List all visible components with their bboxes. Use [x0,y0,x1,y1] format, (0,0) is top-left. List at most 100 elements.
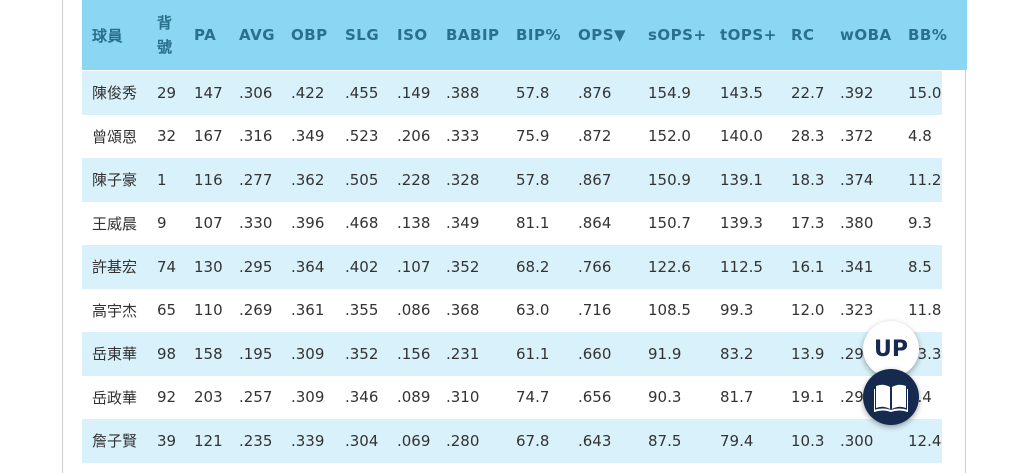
border [62,0,63,473]
table-cell: 9.3 [908,214,932,233]
table-cell: .346 [345,388,379,407]
table-cell: .523 [345,127,379,146]
column-header: PA [194,26,217,44]
table-cell: 116 [194,170,223,189]
table-cell: .304 [345,431,379,450]
table-cell: 13.9 [791,344,825,363]
table-cell: 詹子賢 [92,432,138,451]
table-cell: .380 [840,214,874,233]
table-header: 球員 背號 PA AVG OBP SLG ISO BABIP BIP% OPS▼ sOPS+ tOPS… [82,0,967,70]
table-cell: .330 [239,214,273,233]
table-cell: 許基宏 [92,258,138,277]
table-cell: 81.7 [720,388,754,407]
table-cell: 83.2 [720,344,754,363]
table-cell: .280 [446,431,480,450]
table-cell: .228 [397,170,431,189]
table-cell: .333 [446,127,480,146]
table-cell: .206 [397,127,431,146]
table-row: 許基宏 74 130 .295 .364 .402 .107 .352 68.2 .766 122.… [82,245,942,289]
table-cell: 150.9 [648,170,691,189]
table-cell: .660 [578,344,612,363]
table-cell: 岳政華 [92,388,138,407]
up-button[interactable]: UP [863,321,919,377]
table-cell: 154.9 [648,83,691,102]
table-cell: 74.7 [516,388,550,407]
table-cell: .306 [239,83,273,102]
table-cell: 98 [157,344,177,363]
table-cell: 61.1 [516,344,550,363]
table-cell: 147 [194,83,223,102]
table-cell: .396 [291,214,325,233]
column-header: AVG [239,26,276,44]
table-cell: .374 [840,170,874,189]
table-cell: .867 [578,170,612,189]
border [965,67,966,473]
table-cell: .086 [397,301,431,320]
column-header: ISO [397,26,428,44]
table-cell: .339 [291,431,325,450]
table-cell: .455 [345,83,379,102]
table-cell: 29 [157,83,177,102]
table-cell: 139.1 [720,170,763,189]
table-cell: .341 [840,257,874,276]
column-header: 背號 [157,14,173,56]
table-cell: .876 [578,83,612,102]
table-cell: 王威晨 [92,214,138,233]
table-cell: 130 [194,257,223,276]
table-row: 王威晨 9 107 .330 .396 .468 .138 .349 81.1 .864 150.7… [82,202,942,246]
table-cell: .766 [578,257,612,276]
table-cell: .864 [578,214,612,233]
table-cell: .300 [840,431,874,450]
table-row: 陳子豪 1 116 .277 .362 .505 .228 .328 57.8 .867 150.9… [82,158,942,202]
table-row: 詹子賢 39 121 .235 .339 .304 .069 .280 67.8 .643 87.5… [82,419,942,463]
table-cell: .069 [397,431,431,450]
column-header: 球員 [92,26,124,45]
table-cell: .089 [397,388,431,407]
table-cell: 岳東華 [92,345,138,364]
table-cell: 99.3 [720,301,754,320]
column-header: BABIP [446,26,500,44]
table-cell: 87.5 [648,431,682,450]
table-cell: .309 [291,388,325,407]
table-cell: 203 [194,388,223,407]
table-cell: 57.8 [516,170,550,189]
table-cell: .349 [291,127,325,146]
table-cell: 74 [157,257,177,276]
table-cell: 112.5 [720,257,763,276]
table-cell: 4.8 [908,127,932,146]
table-cell: 81.1 [516,214,550,233]
table-row: 曾頌恩 32 167 .316 .349 .523 .206 .333 75.9 .872 152.… [82,115,942,159]
column-header: BB% [908,26,948,44]
table-cell: 140.0 [720,127,763,146]
table-cell: 18.3 [791,170,825,189]
table-cell: .392 [840,83,874,102]
table-cell: .231 [446,344,480,363]
table-cell: .388 [446,83,480,102]
table-cell: 167 [194,127,223,146]
table-cell: .195 [239,344,273,363]
table-cell: .352 [446,257,480,276]
column-header: RC [791,26,815,44]
column-header: tOPS+ [720,26,777,44]
table-cell: .352 [345,344,379,363]
column-header: wOBA [840,26,892,44]
table-cell: 79.4 [720,431,754,450]
book-button[interactable] [863,369,919,425]
table-cell: 63.0 [516,301,550,320]
table-cell: 91.9 [648,344,682,363]
table-cell: 108.5 [648,301,691,320]
table-cell: .277 [239,170,273,189]
table-cell: .295 [239,257,273,276]
table-cell: .355 [345,301,379,320]
table-cell: 143.5 [720,83,763,102]
table-cell: 19.1 [791,388,825,407]
table-cell: 107 [194,214,223,233]
table-cell: 39 [157,431,177,450]
column-header: OPS▼ [578,26,627,44]
column-header: OBP [291,26,328,44]
table-cell: 68.2 [516,257,550,276]
table-cell: .362 [291,170,325,189]
column-header: SLG [345,26,380,44]
table-cell: 8.5 [908,257,932,276]
table-cell: .235 [239,431,273,450]
